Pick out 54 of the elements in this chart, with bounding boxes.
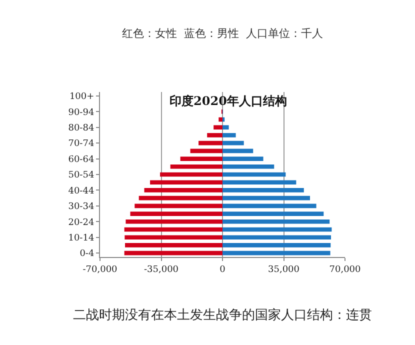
y-tick-label: 0-4	[80, 249, 94, 260]
bar	[198, 140, 222, 146]
bar	[138, 196, 222, 200]
y-tick-label: 100+	[69, 92, 94, 102]
bar	[207, 133, 222, 138]
bar	[144, 188, 222, 192]
bar	[130, 212, 222, 216]
bar	[222, 164, 274, 169]
y-tick-label: 80-84	[68, 124, 94, 134]
x-tick-label: 35,000	[268, 264, 300, 275]
bar	[222, 212, 324, 216]
bar	[222, 250, 330, 256]
bar	[124, 235, 222, 240]
y-tick-label: 30-34	[68, 202, 94, 212]
bar	[222, 188, 304, 192]
bar	[218, 117, 222, 122]
y-tick-label: 40-44	[68, 186, 94, 196]
bar	[214, 125, 222, 130]
bar	[222, 235, 331, 240]
bar	[125, 243, 222, 248]
bar	[124, 250, 222, 256]
bar	[160, 172, 222, 177]
bar	[222, 180, 296, 185]
x-tick-label: -35,000	[144, 264, 179, 275]
bar	[222, 156, 264, 161]
bar	[222, 243, 331, 248]
bar	[170, 164, 222, 169]
bar	[134, 204, 222, 208]
x-tick-label: -70,000	[82, 264, 118, 275]
bar	[222, 148, 254, 154]
bar	[180, 156, 222, 161]
bar	[150, 180, 222, 185]
y-tick-label: 10-14	[68, 234, 94, 244]
bar	[124, 227, 222, 232]
bar	[222, 219, 330, 224]
bar	[222, 140, 244, 146]
bar	[222, 133, 236, 138]
chart-title: 印度2020年人口结构	[170, 94, 287, 108]
bar	[222, 125, 229, 130]
bar	[190, 148, 222, 154]
bar	[222, 172, 286, 177]
bar	[222, 227, 332, 232]
y-tick-label: 70-74	[68, 139, 94, 150]
x-tick-label: 0	[220, 264, 226, 275]
bar	[126, 219, 222, 224]
bar	[222, 196, 310, 200]
y-tick-label: 50-54	[68, 170, 94, 181]
x-tick-label: 70,000	[329, 264, 362, 275]
bar	[222, 204, 316, 208]
chart-subtitle: 红色：女性 蓝色：男性 人口单位：千人	[122, 27, 323, 40]
y-tick-label: 60-64	[68, 154, 94, 165]
y-tick-label: 20-24	[68, 218, 94, 228]
y-tick-label: 90-94	[68, 108, 94, 118]
text: 二战时期没有在本土发生战争的国家人口结构：连贯	[73, 307, 372, 323]
